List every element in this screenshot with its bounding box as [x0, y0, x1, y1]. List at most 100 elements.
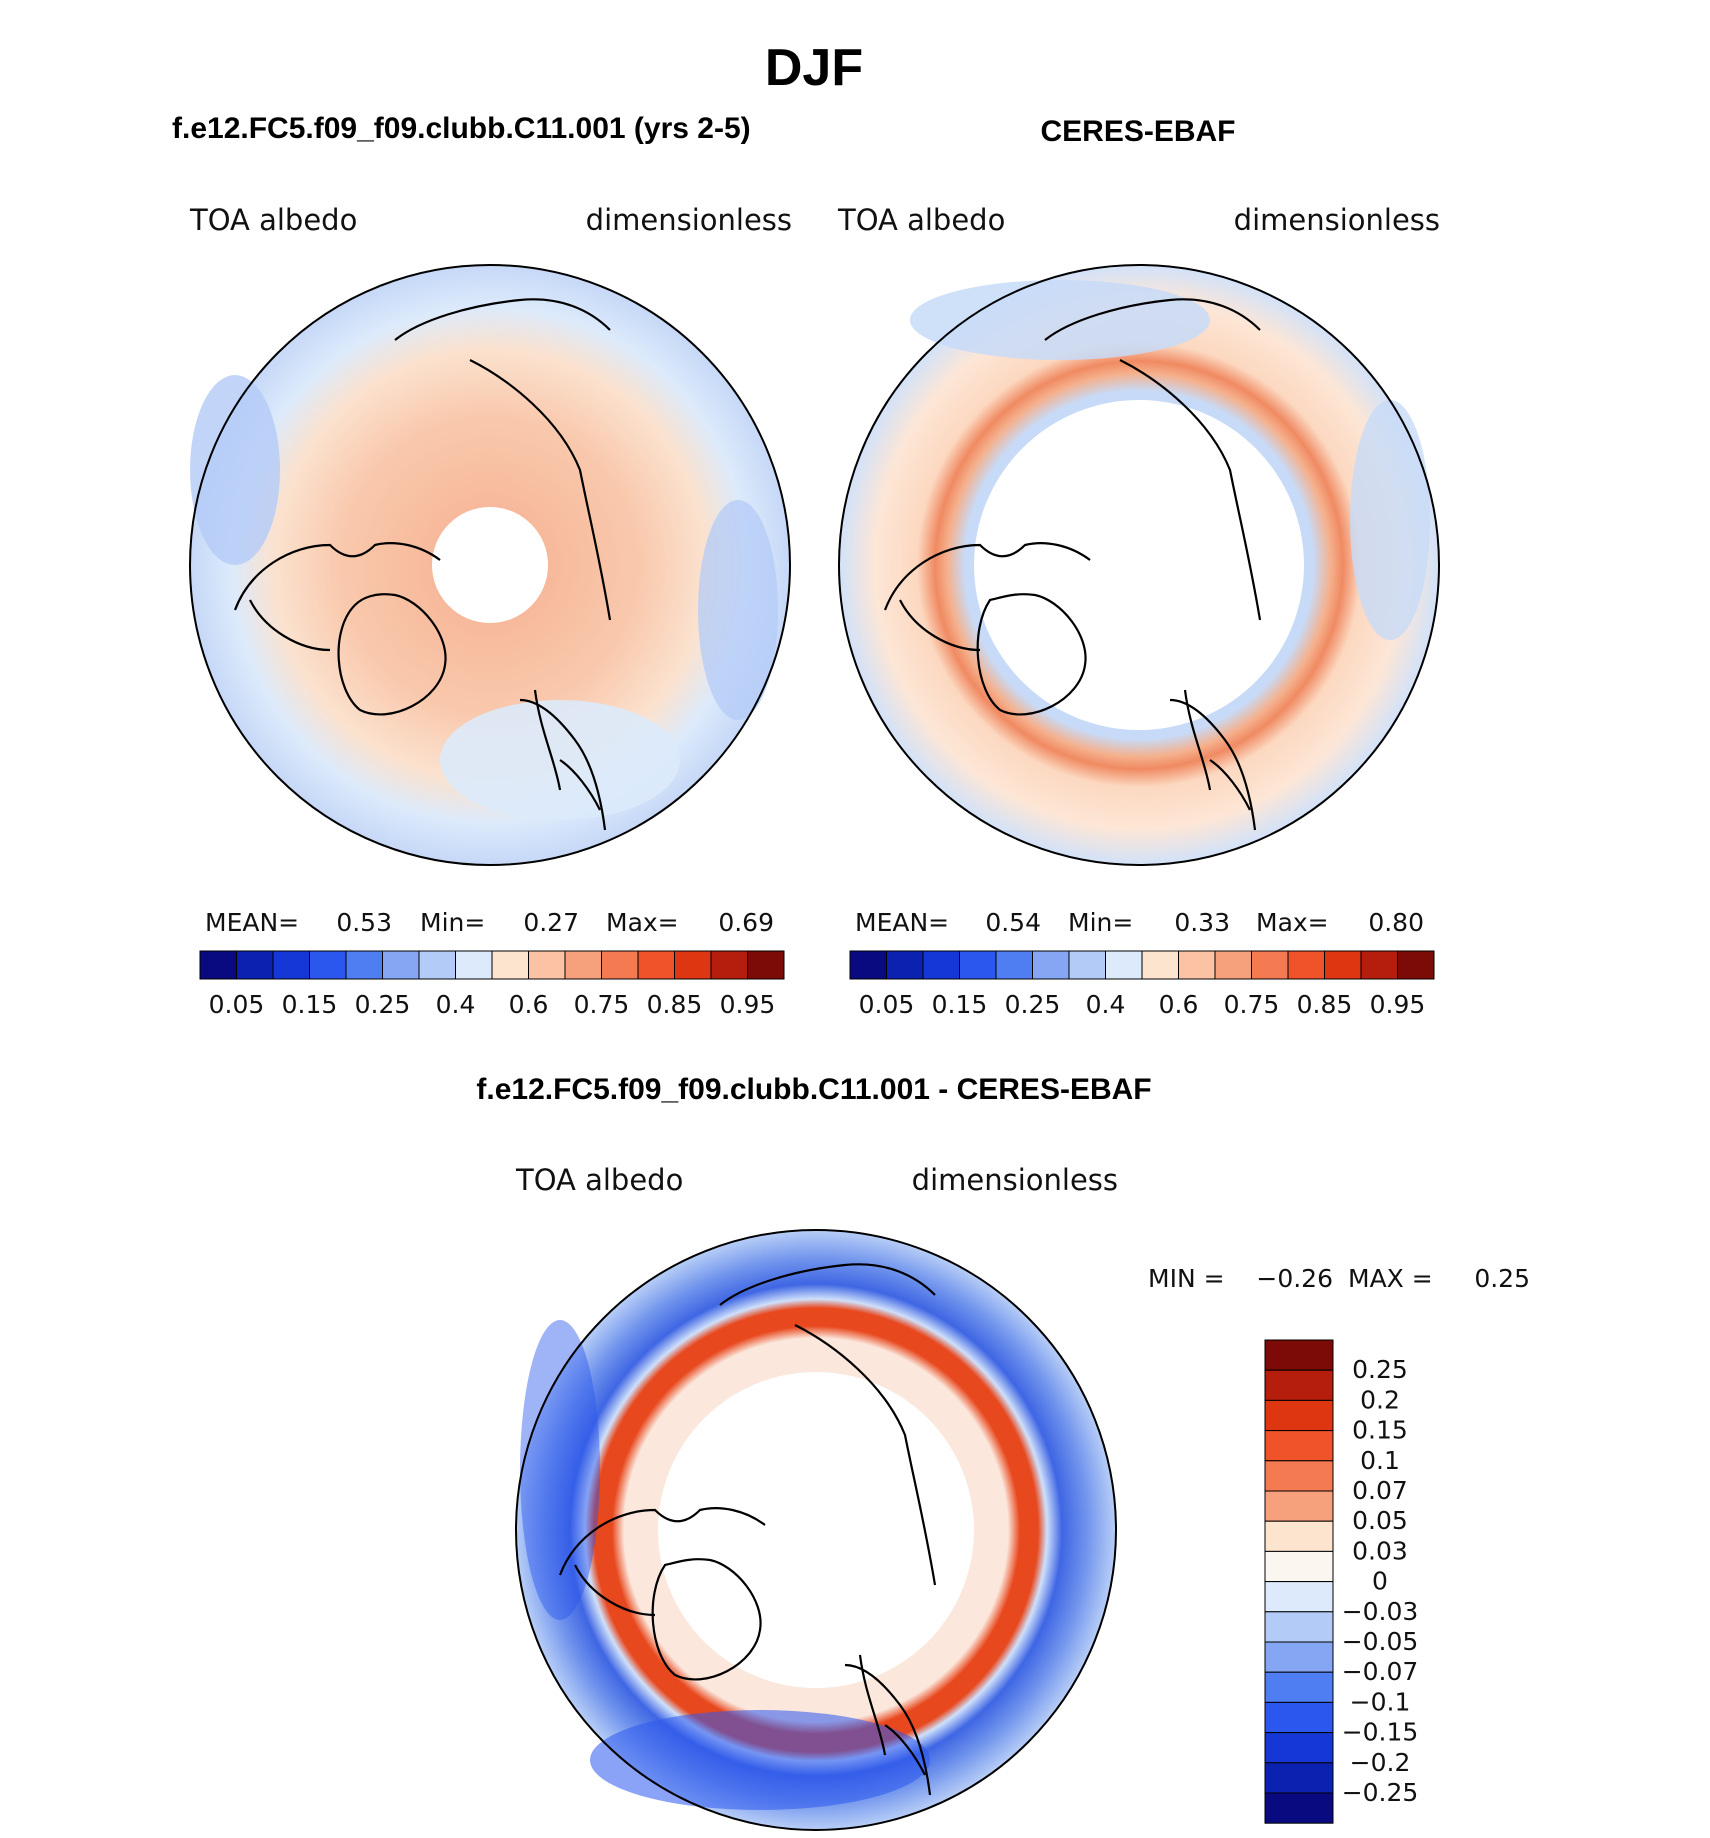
colorbar-tick-label: 0.05: [209, 990, 265, 1019]
colorbar-box-2: [272, 950, 310, 980]
obs-coast-eurasia: [1044, 298, 1262, 831]
obs-coast-canada: [883, 542, 1091, 652]
colorbar-box-12: [1264, 1701, 1334, 1734]
panel-left-title: f.e12.FC5.f09_f09.clubb.C11.001 (yrs 2-5…: [172, 112, 751, 145]
colorbar-box-7: [455, 950, 493, 980]
colorbar-tick-label: 0.07: [1352, 1476, 1408, 1505]
colorbar-box-4: [995, 950, 1033, 980]
obs-mean-label: MEAN=: [855, 908, 949, 937]
colorbar-box-4: [345, 950, 383, 980]
obs-pole-hole: [974, 400, 1304, 730]
colorbar-box-12: [637, 950, 675, 980]
colorbar-tick-label: 0.95: [1370, 990, 1426, 1019]
colorbar-tick-label: 0.25: [1005, 990, 1061, 1019]
colorbar-box-8: [1264, 1581, 1334, 1613]
colorbar-tick-label: 0.4: [436, 990, 476, 1019]
diff-units-label: dimensionless: [912, 1163, 1118, 1197]
obs-max-value: 0.80: [1368, 908, 1424, 937]
colorbar-box-5: [382, 950, 420, 980]
diff-max-label: MAX =: [1348, 1264, 1433, 1293]
colorbar-tick-label: 0.15: [932, 990, 988, 1019]
colorbar-tick-label: 0.15: [282, 990, 338, 1019]
model-coast-eurasia: [394, 298, 612, 831]
diff-map-dark-patch-west: [520, 1320, 600, 1620]
colorbar-tick-label: 0.05: [859, 990, 915, 1019]
colorbar-box-3: [309, 950, 347, 980]
colorbar-box-0: [1264, 1339, 1334, 1371]
colorbar-tick-label: −0.2: [1350, 1748, 1411, 1777]
obs-colorbar: 0.05 0.15 0.25 0.4 0.6 0.75 0.85 0.95: [849, 950, 1435, 1019]
obs-panel: TOA albedo dimensionless MEAN= 0.54 Min=…: [837, 203, 1440, 1019]
colorbar-tick-label: −0.05: [1342, 1627, 1419, 1656]
model-mean-value: 0.53: [336, 908, 392, 937]
model-min-label: Min=: [420, 908, 485, 937]
obs-max-label: Max=: [1256, 908, 1329, 937]
obs-coast-greenland: [976, 593, 1087, 716]
colorbar-box-6: [1264, 1520, 1334, 1552]
diff-panel: TOA albedo dimensionless MIN = −0.26 MAX…: [515, 1163, 1530, 1831]
colorbar-box-14: [710, 950, 748, 980]
colorbar-box-7: [1105, 950, 1143, 980]
colorbar-box-10: [1264, 1641, 1334, 1673]
colorbar-tick-label: 0: [1372, 1567, 1388, 1596]
colorbar-tick-label: 0.1: [1360, 1446, 1400, 1475]
diff-max-value: 0.25: [1474, 1264, 1530, 1293]
season-title: DJF: [765, 39, 863, 97]
obs-coast-scandinavia: [1183, 689, 1251, 811]
colorbar-tick-label: 0.75: [1224, 990, 1280, 1019]
diff-colorbar: 0.250.20.150.10.070.050.030−0.03−0.05−0.…: [1264, 1339, 1419, 1824]
colorbar-box-11: [1264, 1671, 1334, 1703]
colorbar-box-8: [491, 950, 529, 980]
colorbar-tick-label: 0.85: [647, 990, 703, 1019]
colorbar-box-5: [1264, 1490, 1334, 1522]
obs-map-blue-patch-east: [1350, 400, 1430, 640]
colorbar-box-2: [1264, 1399, 1334, 1432]
colorbar-tick-label: 0.2: [1360, 1385, 1400, 1414]
diff-map-outline: [515, 1229, 1117, 1831]
diff-coast-scandinavia: [858, 1654, 926, 1776]
obs-map-outline: [838, 264, 1440, 866]
colorbar-box-1: [236, 950, 274, 980]
colorbar-tick-label: 0.6: [1159, 990, 1199, 1019]
diff-min-label: MIN =: [1148, 1264, 1225, 1293]
panel-right-title: CERES-EBAF: [1040, 115, 1235, 148]
model-variable-label: TOA albedo: [189, 203, 357, 237]
colorbar-box-15: [1264, 1792, 1334, 1824]
diff-coast-greenland: [651, 1558, 762, 1681]
colorbar-box-11: [601, 950, 639, 980]
colorbar-box-11: [1251, 950, 1289, 980]
colorbar-box-10: [1214, 950, 1252, 980]
obs-variable-label: TOA albedo: [837, 203, 1005, 237]
model-coast-scandinavia: [533, 689, 601, 811]
colorbar-tick-label: −0.25: [1342, 1778, 1419, 1807]
colorbar-tick-label: 0.03: [1352, 1536, 1408, 1565]
model-colorbar: 0.05 0.15 0.25 0.4 0.6 0.75 0.85 0.95: [199, 950, 785, 1019]
colorbar-tick-label: −0.1: [1350, 1687, 1411, 1716]
model-coast-canada: [233, 542, 441, 652]
obs-coastlines: [883, 298, 1262, 831]
model-panel: TOA albedo dimensionless MEAN= 0.53 Min=…: [189, 203, 792, 1019]
colorbar-tick-label: 0.6: [509, 990, 549, 1019]
diff-title: f.e12.FC5.f09_f09.clubb.C11.001 - CERES-…: [476, 1073, 1151, 1106]
colorbar-tick-label: −0.03: [1342, 1597, 1419, 1626]
colorbar-box-0: [199, 950, 237, 980]
colorbar-box-14: [1360, 950, 1398, 980]
colorbar-tick-label: 0.25: [1352, 1355, 1408, 1384]
colorbar-box-6: [418, 950, 456, 980]
obs-min-label: Min=: [1068, 908, 1133, 937]
model-map-blue-patch-east: [698, 500, 778, 720]
colorbar-box-15: [747, 950, 785, 980]
obs-min-value: 0.33: [1174, 908, 1230, 937]
colorbar-tick-label: 0.05: [1352, 1506, 1408, 1535]
obs-mean-value: 0.54: [985, 908, 1041, 937]
colorbar-box-6: [1068, 950, 1106, 980]
colorbar-box-12: [1287, 950, 1325, 980]
colorbar-box-8: [1141, 950, 1179, 980]
colorbar-tick-label: −0.07: [1342, 1657, 1419, 1686]
colorbar-box-1: [886, 950, 924, 980]
model-mean-label: MEAN=: [205, 908, 299, 937]
colorbar-box-13: [674, 950, 712, 980]
colorbar-tick-label: 0.95: [720, 990, 776, 1019]
colorbar-box-13: [1264, 1732, 1334, 1764]
colorbar-box-9: [1178, 950, 1216, 980]
